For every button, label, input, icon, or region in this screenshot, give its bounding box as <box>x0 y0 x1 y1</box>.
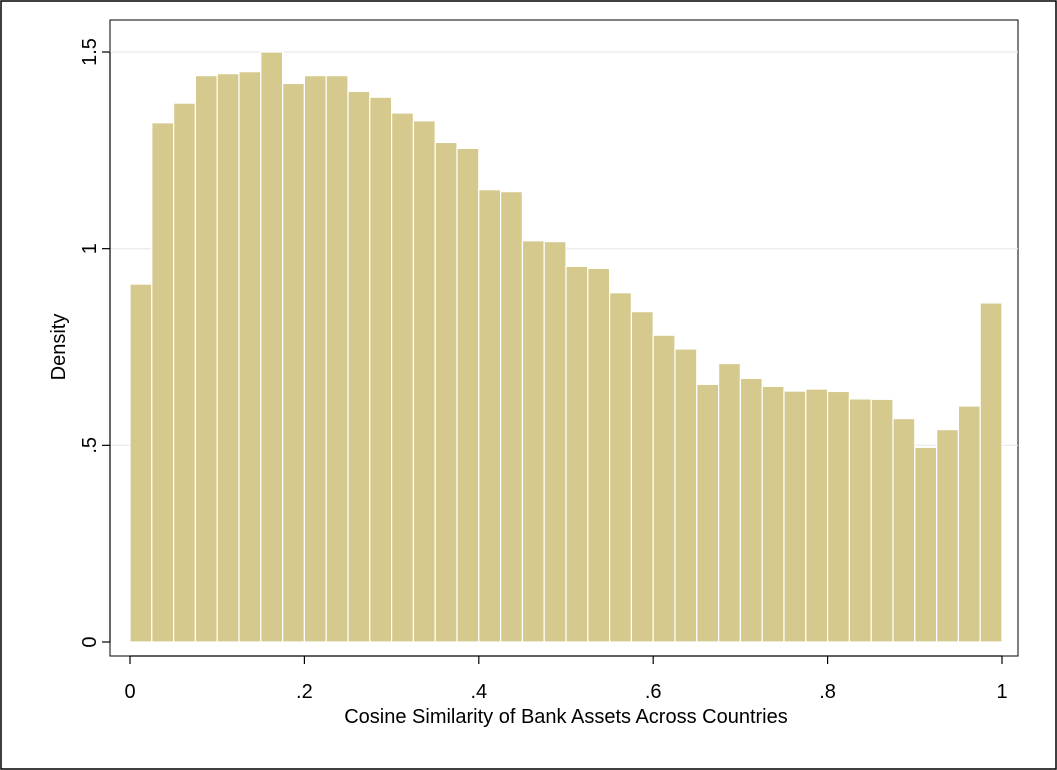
histogram-bar <box>652 334 676 643</box>
histogram-bar <box>587 267 611 643</box>
histogram-bar <box>608 292 632 643</box>
histogram-bar <box>957 405 981 643</box>
x-tick-label: .8 <box>819 681 836 703</box>
histogram-bar <box>826 390 850 643</box>
histogram-bar <box>500 191 524 643</box>
x-tick-label: .4 <box>470 681 487 703</box>
histogram-bar <box>434 141 458 643</box>
histogram-bar <box>347 90 371 643</box>
histogram-bar <box>696 383 720 643</box>
histogram-bar <box>194 74 218 643</box>
histogram-bar <box>478 189 502 643</box>
histogram-bar <box>151 122 175 643</box>
x-axis-label: Cosine Similarity of Bank Assets Across … <box>344 706 788 728</box>
histogram-bar <box>456 147 480 643</box>
histogram-bar <box>391 112 415 643</box>
histogram-bar <box>543 240 567 643</box>
histogram-bar <box>303 74 327 643</box>
y-axis-label: Density <box>48 314 70 381</box>
histogram-bar <box>717 362 741 643</box>
histogram-bar <box>674 348 698 643</box>
histogram-bar <box>565 265 589 643</box>
histogram-bar <box>369 96 393 643</box>
histogram-bar <box>783 390 807 643</box>
histogram-bar <box>412 120 436 643</box>
histogram-bar <box>892 417 916 643</box>
histogram-bar <box>521 240 545 643</box>
x-tick-label: 0 <box>124 681 135 703</box>
y-tick-label: 1.5 <box>79 38 101 66</box>
histogram-bar <box>129 283 153 643</box>
histogram-bar <box>260 51 284 643</box>
y-tick-label: 1 <box>79 243 101 254</box>
histogram-bar <box>935 429 959 643</box>
histogram-bars <box>129 51 1003 643</box>
axes: 0 .5 1 1.5 0 .2 .4 .6 .8 1 <box>79 38 1008 703</box>
histogram-bar <box>739 377 763 643</box>
x-tick-label: .2 <box>296 681 313 703</box>
histogram-bar <box>173 102 197 643</box>
histogram-bar <box>848 398 872 643</box>
histogram-bar <box>914 446 938 643</box>
x-tick-label: 1 <box>996 681 1007 703</box>
histogram-bar <box>870 398 894 643</box>
histogram-bar <box>238 71 262 643</box>
histogram-bar <box>216 73 240 643</box>
histogram-bar <box>761 385 785 643</box>
y-tick-label: .5 <box>79 437 101 454</box>
histogram-bar <box>282 82 306 643</box>
y-tick-label: 0 <box>79 636 101 647</box>
histogram-bar <box>630 311 654 643</box>
x-tick-label: .6 <box>645 681 662 703</box>
histogram-bar <box>805 388 829 643</box>
histogram-bar <box>979 302 1003 643</box>
histogram-bar <box>325 74 349 643</box>
